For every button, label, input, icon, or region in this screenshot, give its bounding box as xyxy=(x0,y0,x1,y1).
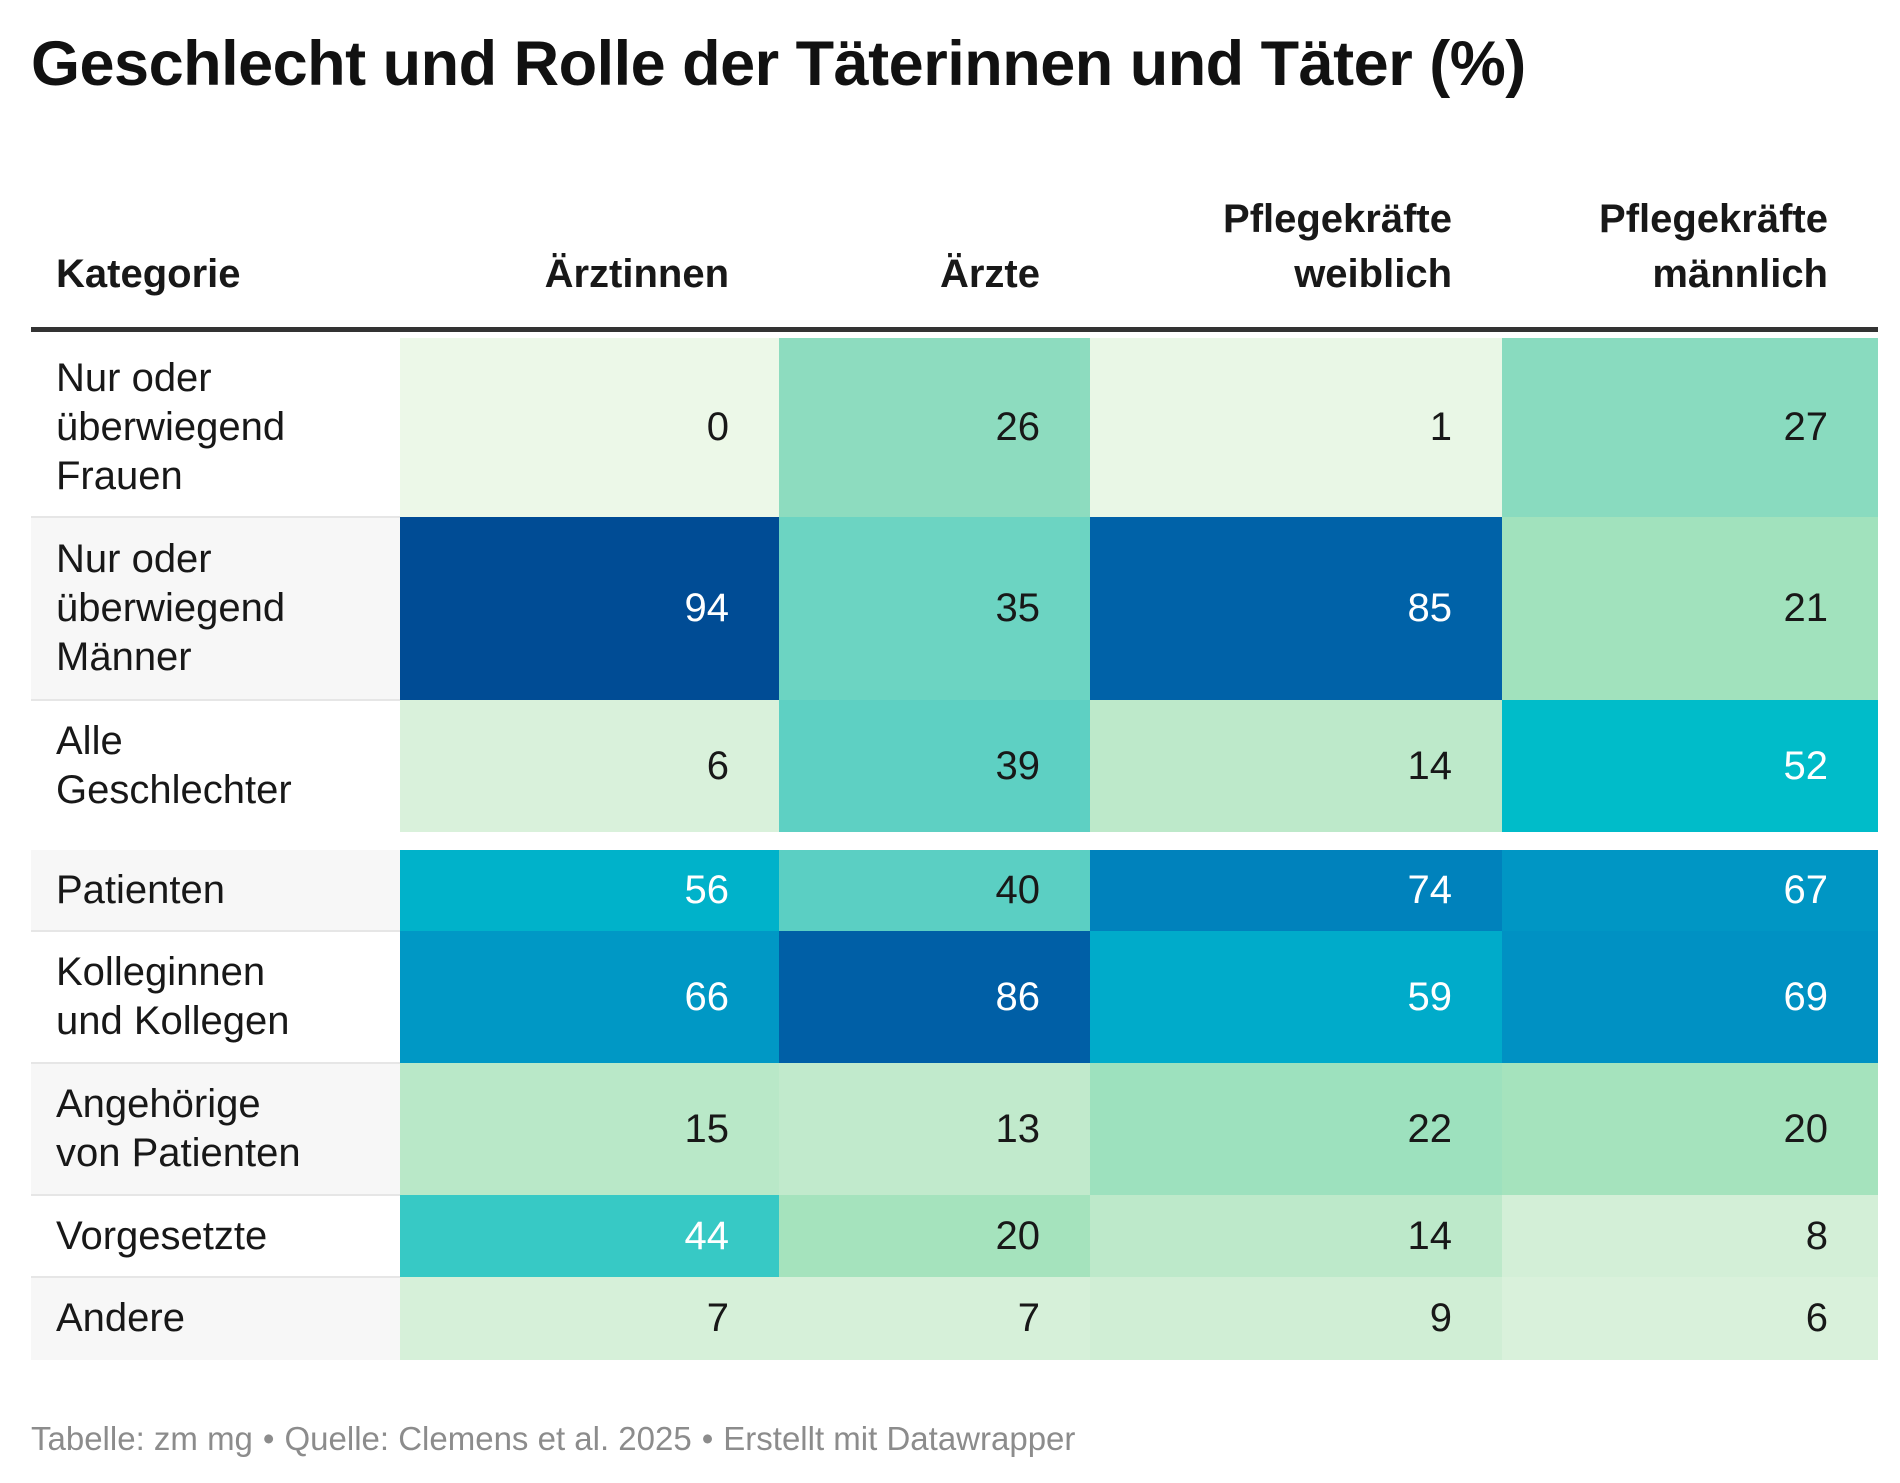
column-header-pflege_w: Pflegekräfte weiblich xyxy=(1090,192,1452,302)
heatmap-cell: 67 xyxy=(1502,850,1878,931)
row-label-line: Nur oder xyxy=(56,356,212,400)
row-divider xyxy=(31,516,400,518)
row-label-line: Andere xyxy=(56,1296,185,1340)
column-header-line: männlich xyxy=(1652,252,1828,296)
row-label: Vorgesetzte xyxy=(31,1195,400,1277)
heatmap-cell: 8 xyxy=(1502,1195,1878,1277)
row-label-text: Andere xyxy=(56,1294,185,1343)
heatmap-cell: 59 xyxy=(1090,931,1502,1063)
row-label-text: Nur oder überwiegend Männer xyxy=(56,535,285,682)
heatmap-cell: 7 xyxy=(779,1277,1090,1360)
row-label-line: von Patienten xyxy=(56,1131,301,1175)
row-label-line: überwiegend xyxy=(56,405,286,449)
column-header-line: weiblich xyxy=(1294,252,1452,296)
row-label-line: Patienten xyxy=(56,868,226,912)
heatmap-cell: 94 xyxy=(400,517,779,700)
heatmap-cell: 52 xyxy=(1502,700,1878,832)
column-header-aerztinnen: Ärztinnen xyxy=(400,247,729,302)
heatmap-cell: 6 xyxy=(400,700,779,832)
row-label-line: Geschlechter xyxy=(56,768,292,812)
heatmap-cell: 22 xyxy=(1090,1063,1502,1195)
column-header-aerzte: Ärzte xyxy=(779,247,1040,302)
column-header-line: Ärzte xyxy=(939,252,1040,296)
row-label-line: Kolleginnen xyxy=(56,950,266,994)
row-label-line: überwiegend xyxy=(56,586,286,630)
heatmap-cell: 21 xyxy=(1502,517,1878,700)
row-divider xyxy=(31,1194,400,1196)
heatmap-cell: 20 xyxy=(779,1195,1090,1277)
row-label-text: Patienten xyxy=(56,866,225,915)
heatmap-cell: 85 xyxy=(1090,517,1502,700)
column-header-pflege_m: Pflegekräfte männlich xyxy=(1502,192,1828,302)
footer-made-with: Erstellt mit Datawrapper xyxy=(723,1420,1076,1457)
footer-separator: • xyxy=(701,1420,714,1457)
heatmap-cell: 66 xyxy=(400,931,779,1063)
row-label: Andere xyxy=(31,1277,400,1360)
group-separator xyxy=(31,832,1878,850)
heatmap-cell: 74 xyxy=(1090,850,1502,931)
row-label-text: Vorgesetzte xyxy=(56,1212,267,1261)
row-label: Nur oder überwiegend Frauen xyxy=(31,338,400,517)
heatmap-cell: 14 xyxy=(1090,1195,1502,1277)
heatmap-cell: 86 xyxy=(779,931,1090,1063)
footer: Tabelle: zm mg • Quelle: Clemens et al. 20… xyxy=(31,1420,1075,1458)
row-label: Kolleginnen und Kollegen xyxy=(31,931,400,1063)
heatmap-cell: 7 xyxy=(400,1277,779,1360)
footer-table-credit: Tabelle: zm mg xyxy=(31,1420,253,1457)
footer-source: Quelle: Clemens et al. 2025 xyxy=(284,1420,692,1457)
heatmap-cell: 1 xyxy=(1090,338,1502,517)
heatmap-cell: 26 xyxy=(779,338,1090,517)
heatmap-cell: 35 xyxy=(779,517,1090,700)
row-label: Nur oder überwiegend Männer xyxy=(31,517,400,700)
heatmap-cell: 9 xyxy=(1090,1277,1502,1360)
row-divider xyxy=(31,1062,400,1064)
heatmap-cell: 56 xyxy=(400,850,779,931)
heatmap-cell: 13 xyxy=(779,1063,1090,1195)
row-label-line: Vorgesetzte xyxy=(56,1213,268,1258)
row-label-line: Nur oder xyxy=(56,537,212,581)
header-rule xyxy=(31,327,1878,332)
heatmap-cell: 44 xyxy=(400,1195,779,1277)
row-label-line: Angehörige xyxy=(56,1082,261,1126)
heatmap-cell: 6 xyxy=(1502,1277,1878,1360)
heatmap-cell: 20 xyxy=(1502,1063,1878,1195)
row-label: Patienten xyxy=(31,850,400,931)
row-divider xyxy=(31,930,400,932)
row-label-text: Angehörige von Patienten xyxy=(56,1080,301,1178)
heatmap-cell: 27 xyxy=(1502,338,1878,517)
heatmap-cell: 0 xyxy=(400,338,779,517)
column-header-kategorie: Kategorie xyxy=(56,252,241,296)
row-label-text: Nur oder überwiegend Frauen xyxy=(56,354,285,501)
row-divider xyxy=(31,699,400,701)
row-label-line: Alle xyxy=(56,719,123,763)
chart-title: Geschlecht und Rolle der Täterinnen und … xyxy=(31,29,1526,99)
row-label-line: Männer xyxy=(56,635,192,679)
column-header-line: Ärztinnen xyxy=(544,252,729,296)
row-label-line: und Kollegen xyxy=(56,999,290,1043)
column-header-line: Pflegekräfte xyxy=(1599,197,1828,241)
row-label-text: Kolleginnen und Kollegen xyxy=(56,948,290,1046)
heatmap-cell: 40 xyxy=(779,850,1090,931)
heatmap-cell: 15 xyxy=(400,1063,779,1195)
row-divider xyxy=(31,1276,400,1278)
heatmap-cell: 14 xyxy=(1090,700,1502,832)
heatmap-cell: 69 xyxy=(1502,931,1878,1063)
footer-separator: • xyxy=(262,1420,275,1457)
heatmap-table: Kategorie Ärztinnen Ärzte Pflegekräfte weibl… xyxy=(31,0,1878,1483)
row-label-text: Alle Geschlechter xyxy=(56,717,292,815)
row-label-line: Frauen xyxy=(56,454,183,498)
column-header-line: Pflegekräfte xyxy=(1223,197,1452,241)
heatmap-cell: 39 xyxy=(779,700,1090,832)
row-label: Alle Geschlechter xyxy=(31,700,400,832)
row-label: Angehörige von Patienten xyxy=(31,1063,400,1195)
